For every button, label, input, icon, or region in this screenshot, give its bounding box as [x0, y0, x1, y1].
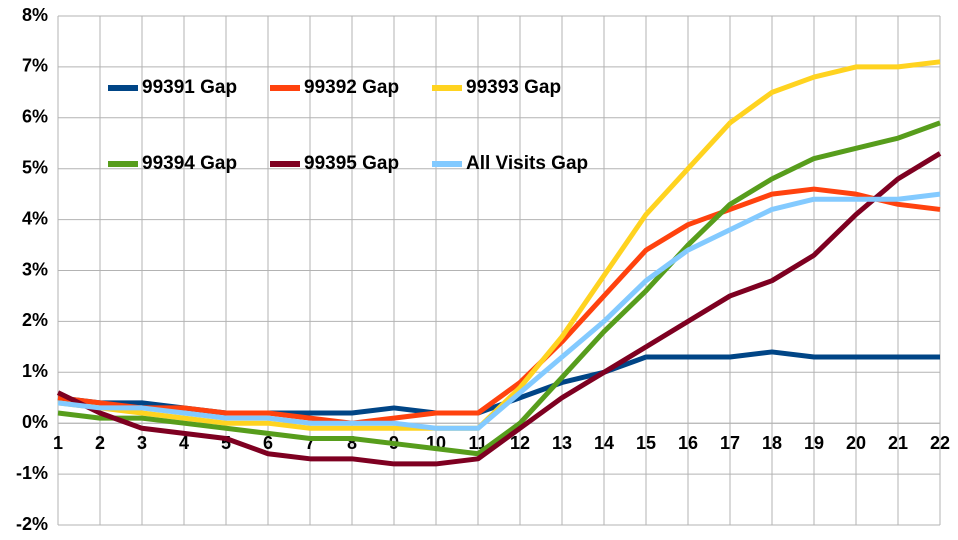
- series-line: [57, 120, 941, 457]
- x-tick-label: 15: [636, 433, 656, 453]
- y-tick-label: 2%: [22, 310, 48, 330]
- x-tick-label: 18: [762, 433, 782, 453]
- legend-label: 99392 Gap: [304, 77, 399, 98]
- x-tick-label: 6: [263, 433, 273, 453]
- y-tick-label: 1%: [22, 361, 48, 381]
- x-tick-label: 20: [846, 433, 866, 453]
- x-tick-label: 2: [95, 433, 105, 453]
- y-tick-label: 3%: [22, 259, 48, 279]
- x-tick-label: 21: [888, 433, 908, 453]
- y-tick-label: 7%: [22, 56, 48, 76]
- x-tick-label: 17: [720, 433, 740, 453]
- x-tick-label: 3: [137, 433, 147, 453]
- series-line: [56, 151, 942, 467]
- x-tick-label: 13: [552, 433, 572, 453]
- x-tick-label: 8: [347, 433, 357, 453]
- series-line: [57, 191, 941, 431]
- legend: 99391 Gap 99392 Gap 99393 Gap 99394 Gap 9939…: [108, 77, 588, 174]
- x-tick-label: 14: [594, 433, 614, 453]
- x-tick-label: 1: [53, 433, 63, 453]
- y-tick-label: -2%: [16, 514, 48, 534]
- y-tick-label: 0%: [22, 412, 48, 432]
- y-tick-label: 6%: [22, 107, 48, 127]
- x-tick-label: 19: [804, 433, 824, 453]
- legend-label: 99393 Gap: [466, 77, 561, 98]
- legend-label: 99395 Gap: [304, 153, 399, 174]
- x-tick-label: 5: [221, 433, 231, 453]
- x-tick-label: 7: [305, 433, 315, 453]
- x-tick-label: 22: [930, 433, 950, 453]
- y-tick-label: 8%: [22, 5, 48, 25]
- x-tick-label: 16: [678, 433, 698, 453]
- legend-label: 99391 Gap: [142, 77, 237, 98]
- series-line: [57, 349, 940, 416]
- y-tick-label: 4%: [22, 208, 48, 228]
- y-tick-label: 5%: [22, 157, 48, 177]
- x-tick-label: 12: [510, 433, 530, 453]
- legend-label: 99394 Gap: [142, 153, 237, 174]
- x-tick-label: 4: [179, 433, 189, 453]
- y-tick-label: -1%: [16, 463, 48, 483]
- series-line: [57, 59, 941, 431]
- series-line: [57, 186, 941, 426]
- legend-label: All Visits Gap: [466, 153, 588, 174]
